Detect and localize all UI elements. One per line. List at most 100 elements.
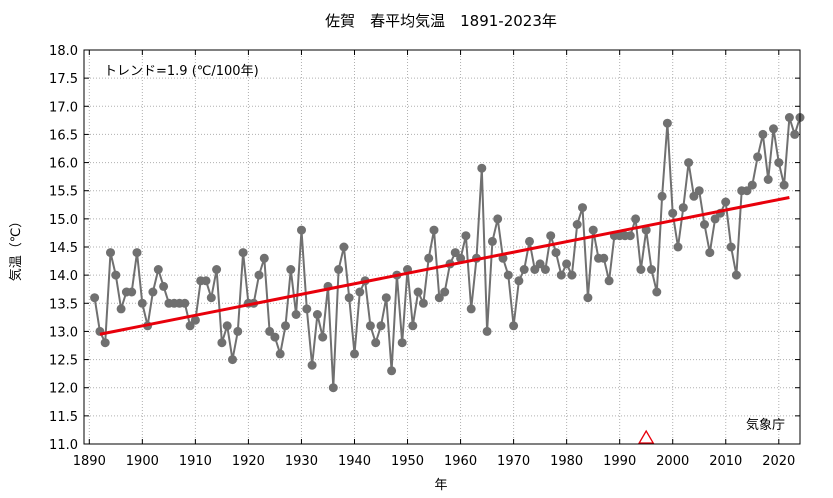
y-tick-label: 11.5 — [49, 410, 78, 425]
y-tick-label: 14.0 — [49, 269, 78, 284]
y-tick-label: 15.0 — [49, 213, 78, 228]
data-point — [456, 253, 466, 263]
data-point — [694, 186, 704, 196]
data-point — [647, 265, 656, 274]
data-point — [657, 191, 667, 201]
data-point — [705, 248, 715, 258]
data-point — [487, 236, 497, 246]
data-point — [302, 304, 312, 314]
data-point — [604, 276, 614, 286]
data-point — [275, 349, 285, 359]
data-point — [519, 265, 529, 274]
data-point — [159, 281, 169, 291]
data-point — [700, 220, 709, 229]
data-point — [328, 383, 338, 393]
data-point — [434, 293, 444, 303]
data-point — [493, 214, 503, 224]
data-point — [668, 208, 678, 218]
y-tick-label: 12.0 — [49, 382, 78, 397]
marker-group — [638, 429, 655, 444]
data-point — [540, 265, 550, 274]
data-point — [625, 231, 635, 241]
y-tick-label: 17.0 — [49, 100, 78, 115]
chart-title: 佐賀 春平均気温 1891-2023年 — [325, 12, 557, 30]
data-point — [747, 180, 757, 190]
data-point — [578, 203, 587, 213]
data-point — [689, 191, 699, 201]
data-point — [790, 129, 800, 139]
series-line — [93, 117, 801, 388]
data-point — [381, 293, 391, 303]
data-point — [254, 270, 264, 280]
y-tick-labels: 11.0 11.5 12.0 12.5 13.0 13.5 14.0 14.5 15.0 15.5… — [49, 44, 78, 453]
data-point — [599, 253, 609, 263]
data-point — [769, 124, 778, 134]
data-point — [265, 326, 275, 336]
data-point — [450, 248, 460, 258]
data-point — [90, 293, 100, 303]
data-point — [509, 321, 519, 331]
data-point — [774, 158, 784, 168]
y-tick-label: 16.0 — [49, 157, 78, 172]
data-point — [355, 287, 365, 297]
x-tick-labels: 1890 1900 1910 1920 1930 1940 1950 1960 1970 1980… — [73, 454, 796, 469]
y-tick-label: 13.0 — [49, 325, 78, 340]
x-tick-label: 2000 — [656, 454, 689, 469]
data-point — [148, 287, 158, 297]
data-point — [281, 321, 290, 331]
data-point — [429, 225, 439, 235]
data-point — [583, 293, 593, 303]
data-point — [297, 225, 306, 235]
data-point — [742, 186, 752, 196]
trend-annotation: トレンド=1.9 (℃/100年) — [104, 64, 259, 79]
data-point — [350, 349, 359, 359]
y-tick-label: 18.0 — [49, 44, 78, 59]
x-tick-label: 2020 — [762, 454, 795, 469]
data-point — [408, 321, 418, 331]
data-point — [440, 287, 450, 297]
data-point — [132, 248, 142, 258]
data-point — [784, 113, 794, 122]
data-point — [779, 180, 789, 190]
data-point — [185, 321, 195, 331]
x-tick-label: 1960 — [444, 454, 477, 469]
data-point — [461, 231, 471, 241]
y-tick-label: 11.0 — [49, 438, 78, 453]
data-point — [636, 265, 646, 274]
data-point — [652, 287, 662, 297]
data-point — [588, 225, 598, 235]
data-point — [212, 265, 222, 274]
data-point — [514, 276, 524, 286]
y-axis-label: 気温（℃） — [8, 215, 24, 282]
x-tick-label: 1910 — [179, 454, 212, 469]
data-point — [206, 293, 216, 303]
data-point — [546, 231, 556, 241]
data-point — [201, 276, 211, 286]
data-point — [562, 259, 572, 269]
data-point — [466, 304, 476, 314]
x-axis-label: 年 — [434, 478, 447, 493]
data-point — [721, 197, 731, 207]
data-point — [530, 265, 540, 274]
data-point — [641, 225, 651, 235]
plot-frame — [83, 49, 801, 445]
trend-line-group — [99, 195, 790, 336]
x-tick-label: 2010 — [709, 454, 742, 469]
x-tick-label: 1900 — [126, 454, 159, 469]
data-point — [137, 298, 147, 308]
data-point — [318, 332, 328, 342]
data-point — [312, 310, 322, 319]
data-point — [190, 315, 200, 325]
data-point — [259, 253, 269, 263]
data-point — [503, 270, 513, 280]
x-tick-label: 1930 — [285, 454, 318, 469]
x-tick-label: 1890 — [73, 454, 106, 469]
data-point — [228, 355, 237, 365]
data-point — [238, 248, 248, 258]
data-point — [572, 220, 582, 229]
data-point — [397, 338, 407, 348]
triangle-marker — [638, 429, 655, 444]
y-tick-label: 14.5 — [49, 241, 78, 256]
data-point — [413, 287, 423, 297]
